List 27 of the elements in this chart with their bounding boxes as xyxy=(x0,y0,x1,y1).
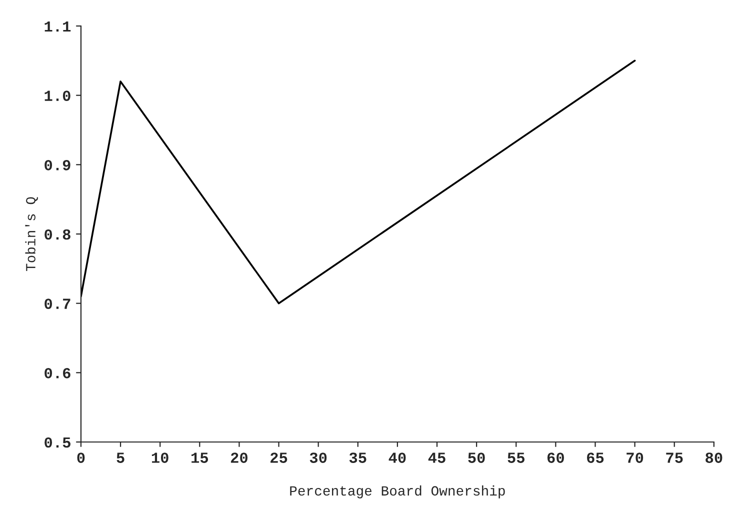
x-tick-label: 70 xyxy=(626,452,644,463)
x-tick-label: 35 xyxy=(349,452,366,463)
x-tick-label: 0 xyxy=(77,452,85,463)
x-tick-label: 25 xyxy=(270,452,288,463)
x-tick-label: 20 xyxy=(230,452,248,463)
line-series xyxy=(80,60,636,304)
y-tick-label: 0.9 xyxy=(44,160,70,170)
y-tick-label: 1.0 xyxy=(44,90,70,102)
x-axis-title: Percentage Board Ownership xyxy=(290,485,505,498)
x-tick-label: 15 xyxy=(192,452,208,463)
x-tick-label: 50 xyxy=(468,452,485,463)
x-tick-label: 80 xyxy=(706,452,722,463)
x-tick-label: 65 xyxy=(587,452,604,463)
x-tick-label: 30 xyxy=(310,452,327,463)
y-tick-label: 0.7 xyxy=(44,298,70,310)
x-tick-label: 10 xyxy=(152,452,168,463)
y-tick-label: 1.1 xyxy=(44,21,71,32)
y-tick-label: 0.8 xyxy=(44,229,70,240)
x-tick-label: 45 xyxy=(428,452,446,463)
x-tick-label: 55 xyxy=(508,452,524,463)
x-tick-label: 75 xyxy=(666,452,683,463)
y-axis-title: Tobin's Q xyxy=(25,197,38,271)
x-tick-label: 40 xyxy=(388,452,406,463)
x-tick-label: 5 xyxy=(116,452,124,463)
y-tick-label: 0.6 xyxy=(44,368,70,378)
y-tick-label: 0.5 xyxy=(44,437,70,448)
x-tick-label: 60 xyxy=(547,452,564,463)
